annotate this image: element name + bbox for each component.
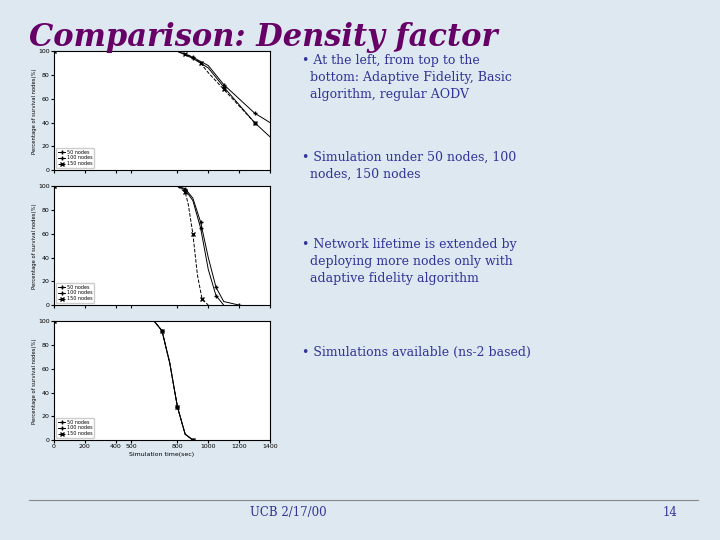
Text: • At the left, from top to the
  bottom: Adaptive Fidelity, Basic
  algorithm, r: • At the left, from top to the bottom: A… (302, 54, 512, 101)
Y-axis label: Percentage of survival nodes(%): Percentage of survival nodes(%) (32, 338, 37, 423)
Legend: 50 nodes, 100 nodes, 150 nodes: 50 nodes, 100 nodes, 150 nodes (56, 284, 94, 302)
Text: • Network lifetime is extended by
  deploying more nodes only with
  adaptive fi: • Network lifetime is extended by deploy… (302, 238, 517, 285)
Y-axis label: Percentage of survival nodes(%): Percentage of survival nodes(%) (32, 68, 37, 153)
Text: Comparison: Density factor: Comparison: Density factor (29, 22, 498, 52)
Text: 14: 14 (662, 507, 677, 519)
Y-axis label: Percentage of survival nodes(%): Percentage of survival nodes(%) (32, 203, 37, 288)
Legend: 50 nodes, 100 nodes, 150 nodes: 50 nodes, 100 nodes, 150 nodes (56, 148, 94, 167)
Text: • Simulation under 50 nodes, 100
  nodes, 150 nodes: • Simulation under 50 nodes, 100 nodes, … (302, 151, 517, 181)
X-axis label: Simulation time(sec): Simulation time(sec) (130, 452, 194, 457)
Text: UCB 2/17/00: UCB 2/17/00 (250, 507, 326, 519)
Legend: 50 nodes, 100 nodes, 150 nodes: 50 nodes, 100 nodes, 150 nodes (56, 418, 94, 437)
Text: • Simulations available (ns-2 based): • Simulations available (ns-2 based) (302, 346, 531, 359)
